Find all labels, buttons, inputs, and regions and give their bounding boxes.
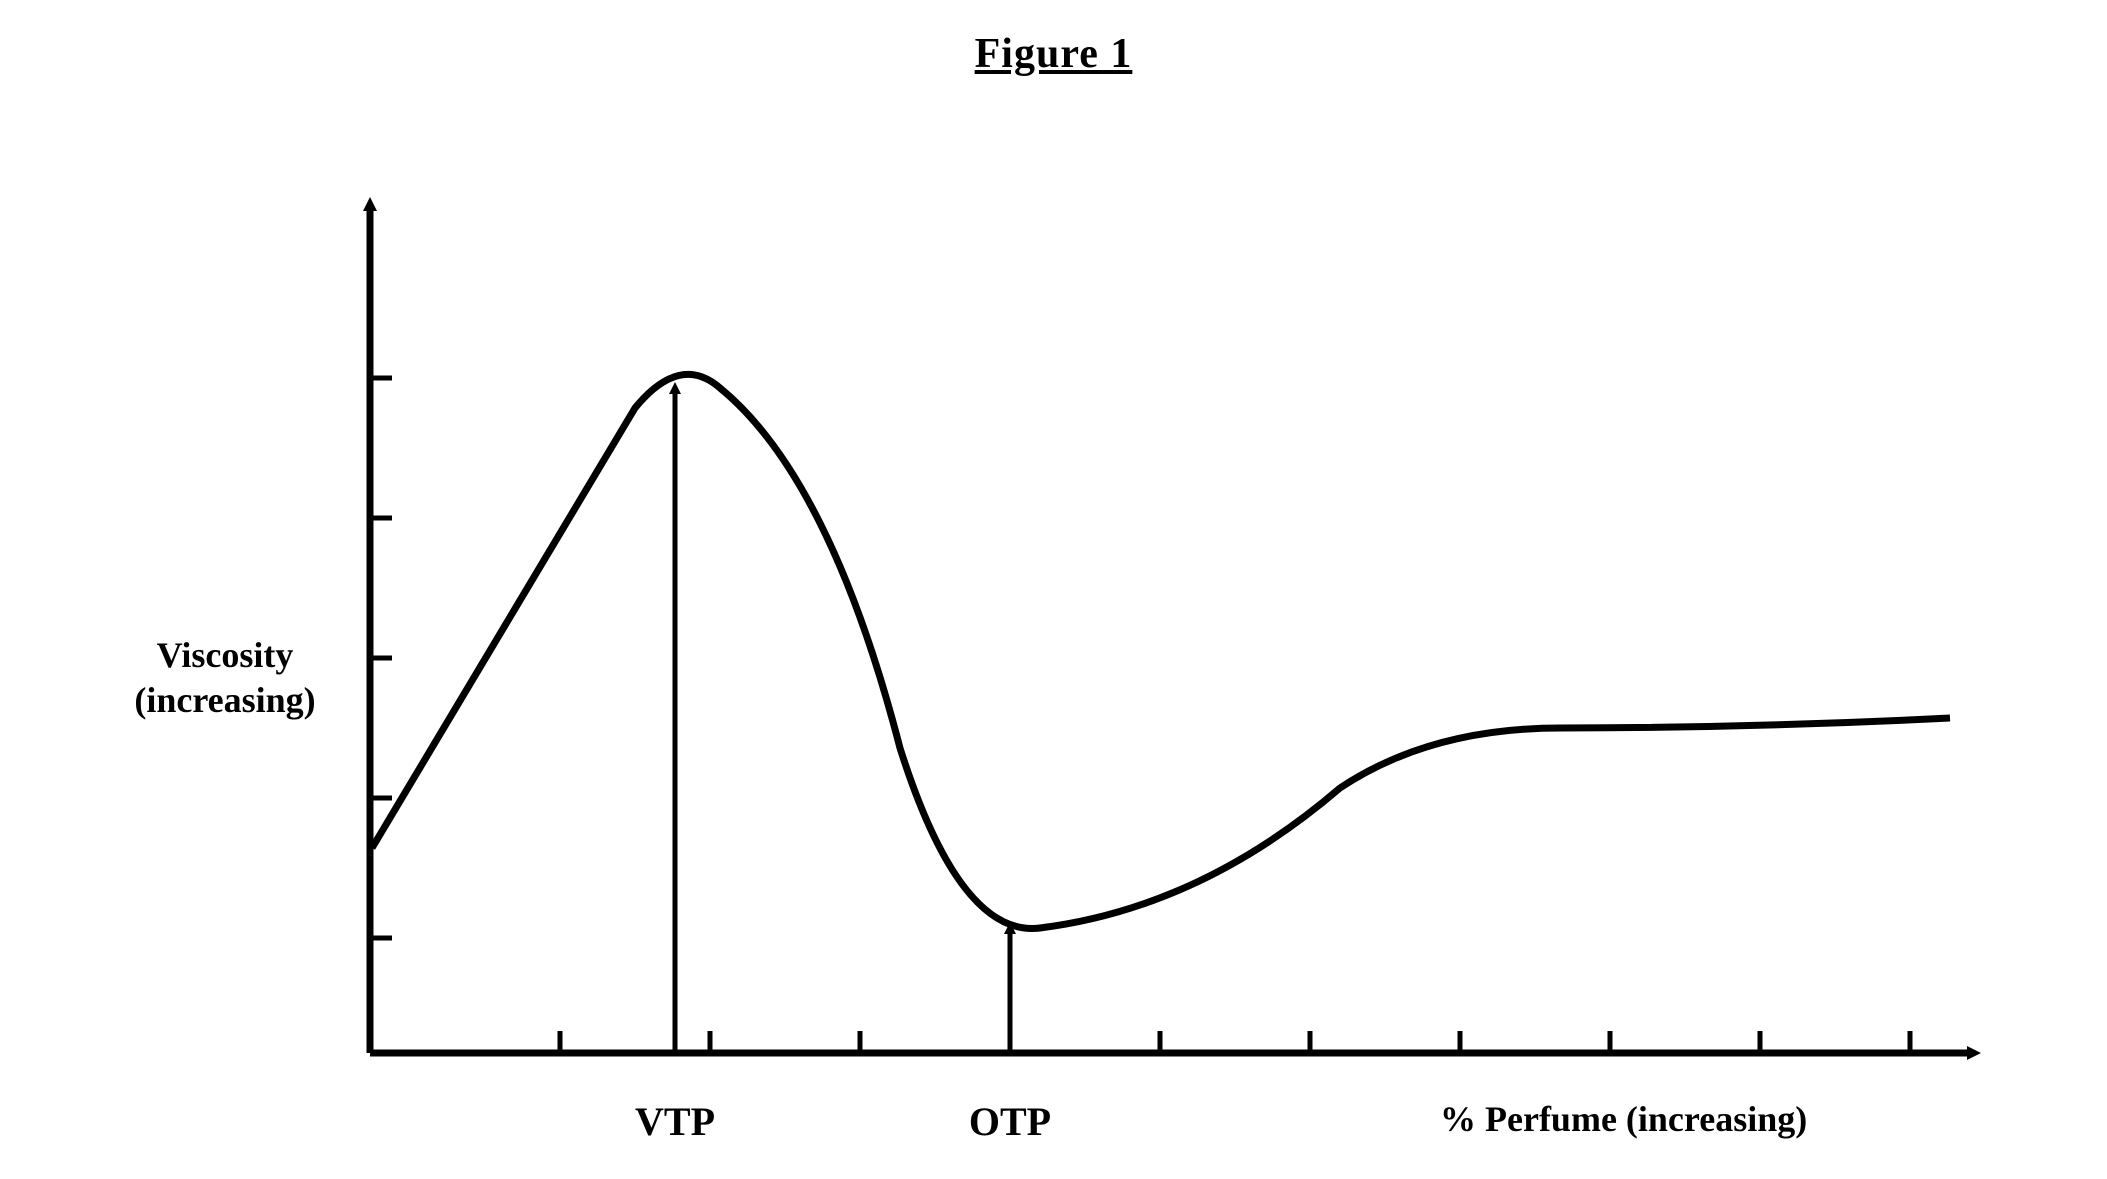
y-axis-label-line2: (increasing)	[134, 680, 315, 720]
y-axis-label: Viscosity (increasing)	[95, 633, 355, 723]
x-axis-label: % Perfume (increasing)	[1440, 1098, 1807, 1140]
figure-title: Figure 1	[0, 0, 2107, 78]
chart-area: Viscosity (increasing) % Perfume (increa…	[0, 78, 2107, 1178]
chart-svg	[0, 78, 2107, 1178]
viscosity-curve	[372, 374, 1950, 928]
y-axis-label-line1: Viscosity	[157, 635, 294, 675]
vtp-label: VTP	[625, 1098, 725, 1145]
otp-label: OTP	[960, 1098, 1060, 1145]
